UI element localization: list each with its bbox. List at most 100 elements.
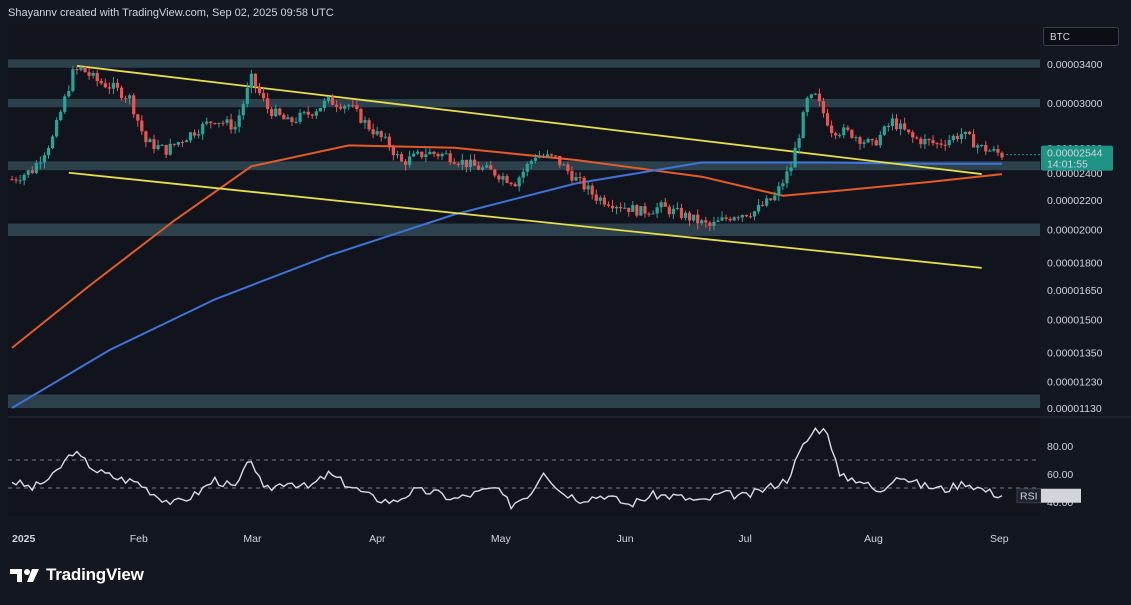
candle-body — [667, 206, 671, 215]
candle — [947, 134, 951, 148]
candle — [834, 131, 838, 140]
candle-body — [533, 157, 538, 161]
tradingview-logo-text: TradingView — [46, 565, 144, 584]
candle-body — [809, 94, 813, 98]
candle-body — [610, 205, 615, 209]
zone-4 — [8, 394, 1040, 408]
candle-body — [286, 117, 290, 120]
candle — [71, 66, 75, 93]
rsi-pane[interactable] — [8, 418, 1040, 516]
candle-body — [452, 162, 456, 164]
candle — [371, 123, 375, 139]
candle — [825, 108, 830, 127]
rsi-name-label: RSI — [1020, 491, 1038, 503]
candle — [554, 155, 558, 159]
candle-body — [14, 179, 18, 181]
price-axis[interactable]: 0.000034000.000030000.000026000.00002400… — [1002, 59, 1113, 415]
candle-body — [253, 73, 258, 88]
candle-body — [594, 194, 598, 201]
candle-body — [829, 125, 834, 134]
candle — [935, 142, 939, 149]
candle — [172, 143, 176, 147]
candle-body — [71, 69, 75, 91]
candle — [817, 88, 822, 107]
candle-body — [119, 87, 124, 99]
candle — [509, 181, 513, 187]
candle — [602, 194, 606, 207]
candle-body — [371, 129, 375, 135]
candle-body — [687, 212, 692, 221]
date-tick-label: Feb — [130, 533, 148, 545]
candle — [570, 166, 574, 184]
candle-body — [103, 83, 107, 88]
zone-3 — [8, 223, 1040, 237]
candle-body — [42, 155, 47, 163]
candle-body — [432, 151, 436, 155]
countdown-label: 14:01:55 — [1047, 159, 1088, 171]
candle-body — [866, 138, 870, 143]
candle — [326, 96, 331, 104]
candle-body — [643, 206, 647, 214]
candle — [805, 96, 809, 117]
date-tick-label: Apr — [369, 533, 386, 545]
candle — [302, 110, 306, 115]
candle — [436, 152, 440, 160]
candle — [249, 69, 253, 94]
tradingview-logo-icon — [10, 569, 39, 582]
candle — [675, 202, 680, 211]
candle — [152, 134, 156, 154]
candle — [387, 133, 391, 151]
candle-body — [172, 143, 176, 145]
candle-body — [797, 138, 801, 148]
last-price-tag[interactable] — [1041, 145, 1113, 171]
candle — [635, 203, 639, 218]
candle — [797, 134, 801, 154]
tradingview-logo[interactable]: TradingView — [10, 565, 144, 585]
date-tick-label: Jul — [738, 533, 751, 545]
candle-body — [26, 170, 30, 175]
candle — [850, 129, 854, 139]
candle-body — [428, 151, 432, 155]
candle-body — [330, 96, 335, 105]
candle-body — [692, 214, 696, 221]
candle — [91, 70, 95, 79]
candle — [769, 198, 773, 201]
candle — [623, 202, 627, 209]
candlesticks — [10, 66, 1004, 232]
candle — [931, 135, 935, 146]
candle — [257, 82, 262, 96]
candle — [915, 135, 919, 140]
candle-body — [623, 207, 627, 209]
candle — [793, 141, 797, 168]
candle-body — [339, 106, 343, 109]
candle — [140, 115, 144, 136]
candle — [46, 145, 51, 159]
candle — [290, 116, 294, 127]
candle-body — [639, 206, 643, 216]
candle — [984, 141, 988, 155]
date-axis[interactable]: 2025 Feb Mar Apr May Jun Jul Aug Sep — [12, 533, 1009, 545]
candle — [237, 109, 241, 133]
rsi-value-tag[interactable] — [1041, 488, 1081, 503]
symbol-label[interactable]: BTC — [1043, 27, 1119, 46]
candle — [67, 85, 71, 98]
candle-body — [168, 143, 172, 155]
candle-body — [306, 111, 310, 115]
candle-body — [894, 118, 899, 130]
candle — [692, 214, 696, 223]
candle — [213, 122, 217, 125]
candle-body — [144, 131, 148, 143]
candle — [440, 152, 444, 160]
price-tick-label: 0.00001800 — [1047, 258, 1103, 270]
candle — [245, 82, 249, 108]
candle-body — [724, 217, 728, 219]
candle-body — [132, 95, 136, 115]
candle-body — [481, 167, 485, 170]
candle-body — [704, 220, 708, 223]
candle-body — [882, 126, 886, 135]
candle — [756, 199, 761, 214]
candle-body — [128, 95, 132, 99]
candle — [533, 153, 538, 164]
